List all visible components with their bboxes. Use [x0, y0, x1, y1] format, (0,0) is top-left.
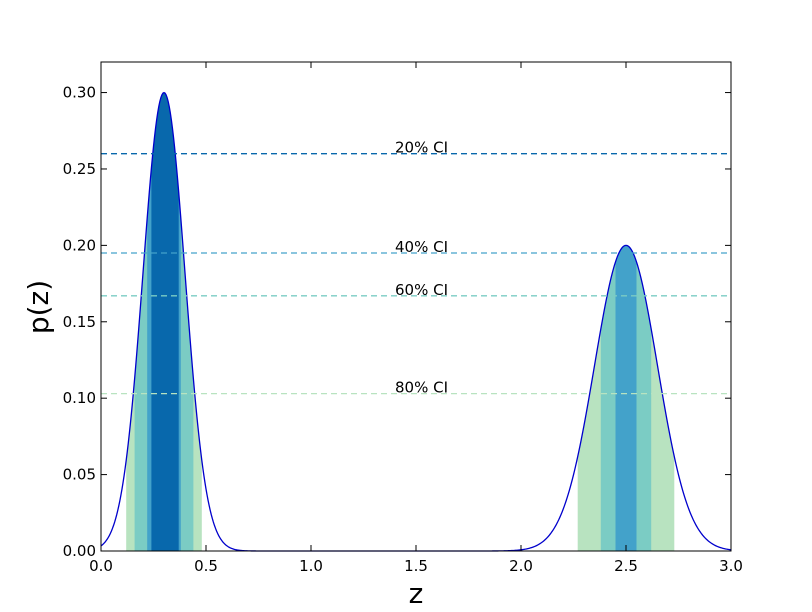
ci-label-2: 40% CI [395, 238, 448, 256]
y-tick-label-1: 0.05 [63, 466, 96, 484]
ci-label-1: 60% CI [395, 281, 448, 299]
x-tick-label-3: 1.5 [404, 557, 428, 575]
ci-lines: 80% CI 60% CI 40% CI 20% CI [101, 139, 731, 397]
ci-bands [126, 92, 675, 551]
x-tick-label-0: 0.0 [89, 557, 113, 575]
ci-band-2-1 [615, 245, 637, 551]
x-tick-label-4: 2.0 [509, 557, 533, 575]
ci-band-3-0 [151, 92, 179, 551]
x-tick-label-6: 3.0 [719, 557, 743, 575]
y-tick-label-0: 0.00 [63, 542, 96, 560]
x-tick-label-5: 2.5 [614, 557, 638, 575]
y-tick-label-5: 0.25 [63, 160, 96, 178]
y-axis-label: p(z) [22, 280, 55, 334]
x-tick-label-1: 0.5 [194, 557, 218, 575]
y-tick-label-2: 0.10 [63, 389, 96, 407]
ci-label-3: 20% CI [395, 139, 448, 157]
ci-label-0: 80% CI [395, 379, 448, 397]
y-tick-label-4: 0.20 [63, 236, 96, 254]
y-tick-label-3: 0.15 [63, 313, 96, 331]
y-tick-label-6: 0.30 [63, 84, 96, 102]
ticks: 0.0 0.5 1.0 1.5 2.0 2.5 3.0 0.00 0.05 0.10 0.15 0.2… [63, 62, 743, 575]
x-tick-label-2: 1.0 [299, 557, 323, 575]
x-axis-label: z [409, 577, 424, 610]
